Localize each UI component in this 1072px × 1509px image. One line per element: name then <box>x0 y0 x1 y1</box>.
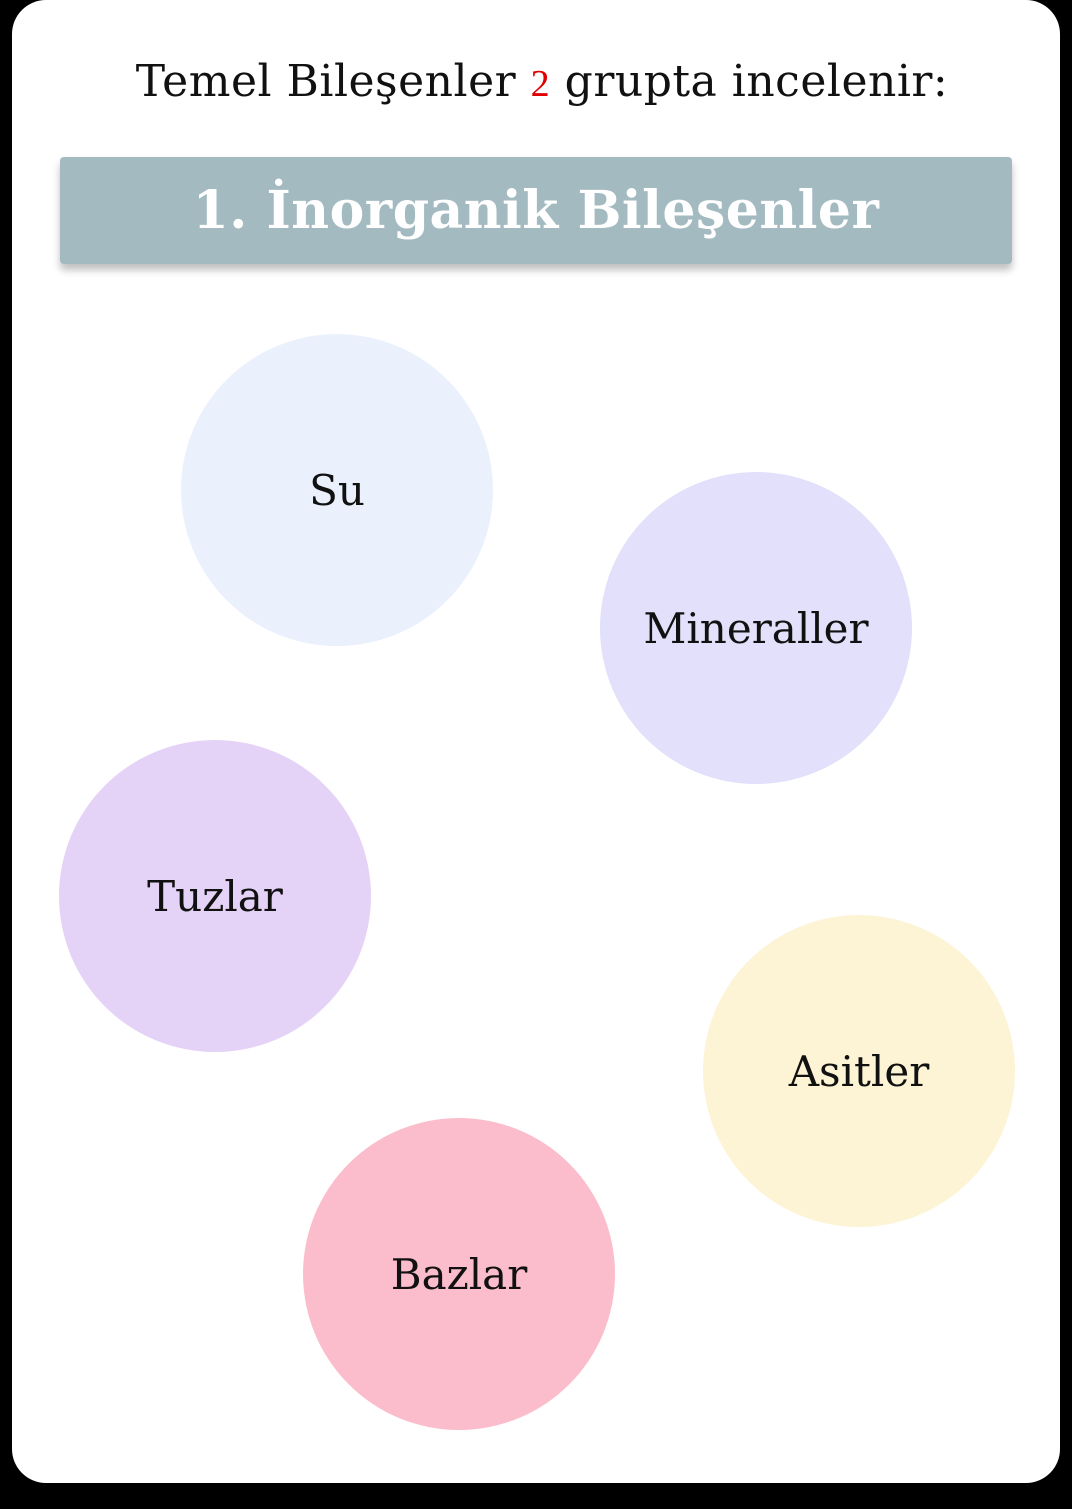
intro-heading: Temel Bileşenler 2 grupta incelenir: <box>12 56 1060 107</box>
bubble-label-asitler: Asitler <box>788 1046 930 1096</box>
heading-prefix: Temel Bileşenler <box>135 56 517 107</box>
bubble-label-tuzlar: Tuzlar <box>147 871 283 921</box>
bubble-label-su: Su <box>309 465 365 515</box>
section-title: 1. İnorganik Bileşenler <box>192 180 880 241</box>
bubble-label-bazlar: Bazlar <box>390 1249 528 1299</box>
bubble-bazlar: Bazlar <box>303 1118 615 1430</box>
heading-suffix: grupta incelenir: <box>564 56 949 107</box>
bubble-mineraller: Mineraller <box>600 472 912 784</box>
group-count: 2 <box>530 63 551 105</box>
bubble-su: Su <box>181 334 493 646</box>
section-banner: 1. İnorganik Bileşenler <box>60 157 1012 264</box>
bubble-asitler: Asitler <box>703 915 1015 1227</box>
content-card: Temel Bileşenler 2 grupta incelenir: 1. … <box>12 0 1060 1483</box>
bubble-label-mineraller: Mineraller <box>643 603 869 653</box>
bubble-tuzlar: Tuzlar <box>59 740 371 1052</box>
